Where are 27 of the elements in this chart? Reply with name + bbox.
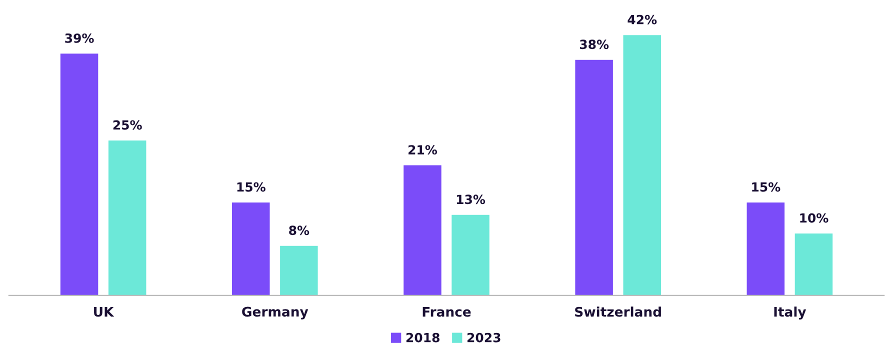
bar (60, 54, 98, 296)
data-label: 42% (628, 14, 657, 24)
data-label: 10% (800, 213, 828, 223)
bar (575, 60, 613, 296)
bar (623, 35, 661, 296)
bar (404, 165, 442, 296)
data-label: 38% (580, 40, 609, 50)
bar (232, 202, 270, 296)
data-label: 15% (752, 182, 780, 192)
bar (452, 214, 490, 296)
bar (280, 246, 318, 296)
x-tick-label: UK (94, 306, 114, 317)
legend-label: 2023 (467, 332, 500, 342)
x-tick-label: Switzerland (575, 306, 661, 317)
x-tick-label: Italy (774, 306, 806, 320)
x-tick-label: France (422, 306, 471, 317)
bar (746, 202, 785, 296)
data-label: 8% (289, 226, 310, 236)
data-label: 13% (456, 194, 486, 204)
legend-label: 2018 (406, 332, 440, 342)
bar (108, 140, 146, 296)
data-label: 15% (237, 182, 266, 192)
data-label: 21% (408, 145, 438, 155)
x-tick-label: Germany (242, 306, 308, 320)
data-label: 25% (113, 120, 142, 130)
data-label: 39% (65, 33, 94, 43)
bar (794, 233, 833, 296)
